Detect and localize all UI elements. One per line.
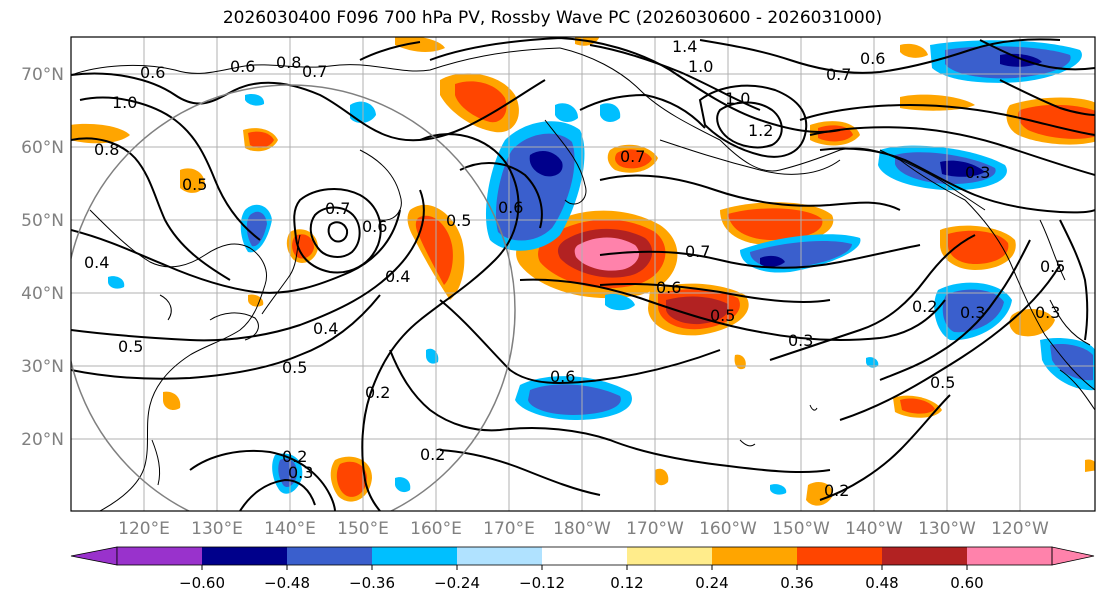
lon-label: 180°W xyxy=(553,519,611,539)
contour-label: 0.4 xyxy=(313,319,338,338)
contour-label: 1.4 xyxy=(672,37,697,56)
lon-label: 170°W xyxy=(626,519,684,539)
contour-label: 0.3 xyxy=(788,331,813,350)
region-circle xyxy=(71,84,516,511)
colorbar-tick-label: 0.60 xyxy=(950,574,983,592)
lon-label: 160°E xyxy=(410,519,462,539)
lon-label: 120°E xyxy=(118,519,170,539)
map-frame xyxy=(70,36,1096,512)
contour-label: 0.7 xyxy=(302,62,327,81)
colorbar-swatch xyxy=(457,547,542,565)
lon-label: 140°E xyxy=(264,519,316,539)
map-panel: 0.6 0.8 0.7 1.4 1.0 0.6 0.7 1.0 0.6 0.8 … xyxy=(70,36,1096,512)
lon-label: 170°E xyxy=(483,519,535,539)
lon-label: 140°W xyxy=(845,519,903,539)
colorbar-tick-label: −0.36 xyxy=(349,574,395,592)
longitude-labels: 120°E 130°E 140°E 150°E 160°E 170°E 180°… xyxy=(118,519,1049,539)
contour-label: 0.7 xyxy=(620,147,645,166)
contour-label: 1.0 xyxy=(688,57,713,76)
colorbar-swatch xyxy=(967,547,1052,565)
map-title: 2026030400 F096 700 hPa PV, Rossby Wave … xyxy=(222,8,883,28)
colorbar-swatch xyxy=(712,547,797,565)
contour-label: 0.3 xyxy=(1035,303,1060,322)
coastlines xyxy=(71,47,1095,511)
lat-label: 20°N xyxy=(21,430,64,450)
latitude-labels: 70°N 60°N 50°N 40°N 30°N 20°N xyxy=(21,65,64,450)
contour-label: 0.5 xyxy=(930,373,955,392)
colorbar-swatch xyxy=(70,546,118,566)
colorbar-tick-label: −0.48 xyxy=(264,574,310,592)
contour-label: 0.6 xyxy=(550,367,575,386)
contour-label: 0.6 xyxy=(498,198,523,217)
contour-label: 0.5 xyxy=(118,337,143,356)
colorbar-swatch xyxy=(117,547,202,565)
lon-label: 120°W xyxy=(991,519,1049,539)
contour-label: 0.2 xyxy=(420,445,445,464)
contour-label: 0.5 xyxy=(710,306,735,325)
contour-label: 1.0 xyxy=(725,89,750,108)
contour-label: 1.2 xyxy=(748,121,773,140)
contour-label: 0.5 xyxy=(182,175,207,194)
contour-label: 0.3 xyxy=(965,163,990,182)
contour-label: 0.7 xyxy=(325,199,350,218)
colorbar-tick-label: 0.48 xyxy=(865,574,898,592)
contour-label: 0.5 xyxy=(1040,257,1065,276)
contour-label: 0.2 xyxy=(282,447,307,466)
lon-label: 130°E xyxy=(191,519,243,539)
contour-label: 0.6 xyxy=(656,278,681,297)
lat-label: 30°N xyxy=(21,357,64,377)
contour-label: 0.2 xyxy=(824,481,849,500)
colorbar-swatch xyxy=(372,547,457,565)
contour-label: 0.8 xyxy=(94,140,119,159)
lat-label: 60°N xyxy=(21,138,64,158)
pv-contours xyxy=(71,37,1095,511)
colorbar-swatch xyxy=(797,547,882,565)
contour-label: 0.6 xyxy=(140,63,165,82)
contour-label: 0.6 xyxy=(362,217,387,236)
lat-label: 70°N xyxy=(21,65,64,85)
contour-label: 0.7 xyxy=(826,65,851,84)
contour-label: 0.3 xyxy=(288,463,313,482)
lon-label: 150°E xyxy=(337,519,389,539)
contour-label: 0.2 xyxy=(912,297,937,316)
colorbar-swatch xyxy=(882,547,967,565)
colorbar-tick-label: 0.36 xyxy=(780,574,813,592)
contour-label: 0.2 xyxy=(365,383,390,402)
lat-label: 40°N xyxy=(21,284,64,304)
contour-label: 0.6 xyxy=(230,57,255,76)
colorbar: −0.60 −0.48 −0.36 −0.24 −0.12 0.12 0.24 … xyxy=(70,546,1095,592)
colorbar-tick-label: 0.24 xyxy=(695,574,728,592)
contour-label: 0.6 xyxy=(860,49,885,68)
colorbar-swatch xyxy=(542,547,627,565)
contour-label: 0.8 xyxy=(276,53,301,72)
colorbar-swatch xyxy=(627,547,712,565)
colorbar-tick-label: 0.12 xyxy=(610,574,643,592)
contour-label: 0.7 xyxy=(685,242,710,261)
lon-label: 150°W xyxy=(772,519,830,539)
contour-label: 0.5 xyxy=(446,211,471,230)
contour-label: 0.4 xyxy=(385,267,410,286)
contour-labels: 0.6 0.8 0.7 1.4 1.0 0.6 0.7 1.0 0.6 0.8 … xyxy=(84,37,1065,500)
colorbar-tick-label: −0.60 xyxy=(179,574,225,592)
contour-label: 0.5 xyxy=(282,358,307,377)
colorbar-tick-label: −0.24 xyxy=(434,574,480,592)
lon-label: 130°W xyxy=(918,519,976,539)
negative-anomaly-shading xyxy=(108,40,1095,495)
lon-label: 160°W xyxy=(699,519,757,539)
colorbar-tick-label: −0.12 xyxy=(519,574,565,592)
contour-label: 0.4 xyxy=(84,253,109,272)
contour-label: 1.0 xyxy=(112,93,137,112)
colorbar-swatch xyxy=(1051,546,1095,566)
contour-label: 0.3 xyxy=(960,303,985,322)
lat-label: 50°N xyxy=(21,211,64,231)
colorbar-swatch xyxy=(202,547,287,565)
colorbar-swatch xyxy=(287,547,372,565)
